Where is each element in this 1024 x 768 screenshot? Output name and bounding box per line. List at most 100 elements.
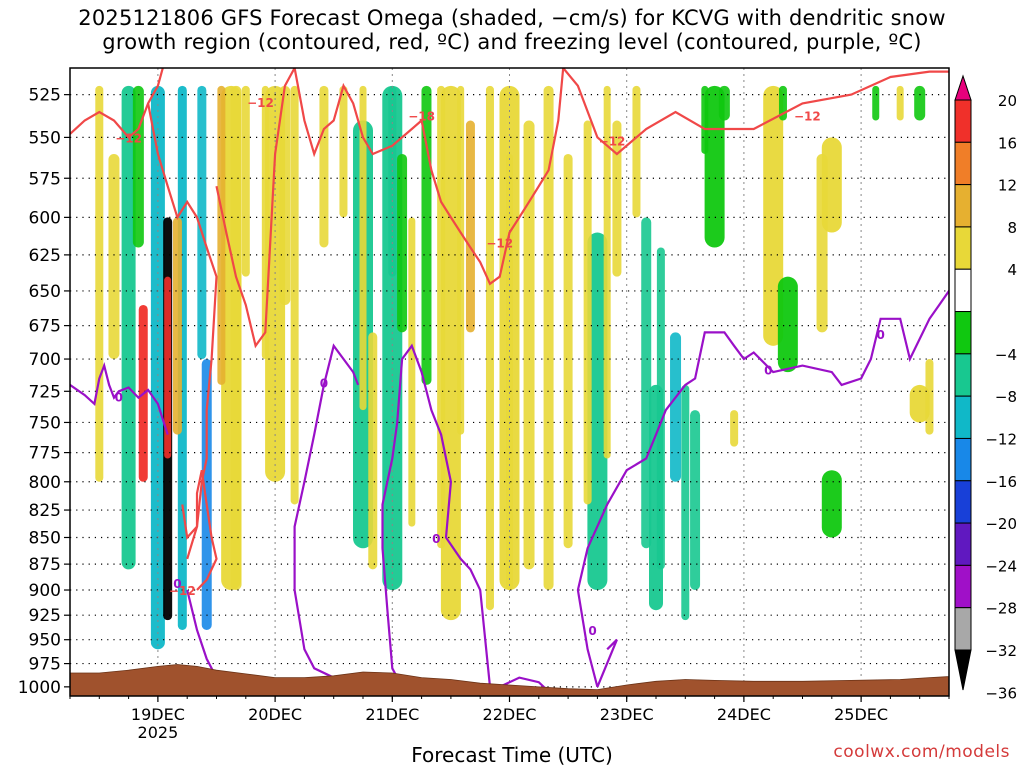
omega-streak xyxy=(201,359,212,630)
omega-streak xyxy=(339,85,348,218)
omega-streak xyxy=(632,85,641,218)
omega-streak xyxy=(197,85,207,360)
colorbar-label: −20 xyxy=(985,515,1017,533)
omega-cell xyxy=(440,85,461,621)
y-tick-label: 625 xyxy=(29,246,61,266)
omega-streak xyxy=(359,85,367,411)
omega-streak xyxy=(543,85,554,591)
colorbar-swatch xyxy=(954,99,972,143)
colorbar-swatch xyxy=(954,437,972,482)
y-tick-label: 700 xyxy=(29,350,61,370)
omega-streak xyxy=(279,85,291,305)
colorbar-swatch xyxy=(954,268,972,313)
x-tick-label: 25DEC xyxy=(834,705,888,724)
omega-streak xyxy=(641,217,652,549)
omega-streak xyxy=(656,247,665,570)
colorbar-label: −8 xyxy=(995,388,1017,406)
colorbar-label: −12 xyxy=(985,430,1017,448)
omega-streak xyxy=(397,153,408,333)
red-contour-label: −12 xyxy=(115,131,142,145)
colorbar-label: 4 xyxy=(1007,261,1017,279)
freezing-level-contour xyxy=(596,638,618,688)
x-tick-label: 20DEC xyxy=(248,705,302,724)
colorbar-swatch xyxy=(954,353,972,397)
freezing-level-contour xyxy=(499,676,550,693)
omega-streak xyxy=(485,85,494,611)
dendritic-contour xyxy=(562,68,949,156)
omega-streak xyxy=(896,85,904,121)
red-contour-label: −12 xyxy=(247,96,274,110)
y-tick-label: 650 xyxy=(29,282,61,302)
y-tick-label: 875 xyxy=(29,555,61,575)
omega-streak xyxy=(164,276,172,459)
purple-contour-label: 0 xyxy=(173,577,181,591)
purple-contour-label: 0 xyxy=(320,376,328,390)
red-contour-label: −12 xyxy=(599,135,626,149)
colorbar-label: −24 xyxy=(985,557,1017,575)
chart-title: 2025121806 GFS Forecast Omega (shaded, −… xyxy=(78,6,946,54)
dendritic-contour xyxy=(293,68,565,286)
colorbar-label: −4 xyxy=(995,346,1017,364)
omega-streak xyxy=(95,85,104,482)
omega-streak xyxy=(217,85,226,385)
omega-streak xyxy=(701,85,709,154)
dendritic-contour xyxy=(70,68,164,139)
omega-cell xyxy=(150,85,165,650)
omega-streak xyxy=(690,410,701,591)
x-axis-label: Forecast Time (UTC) xyxy=(411,743,613,767)
omega-cell xyxy=(704,85,725,248)
terrain-ground xyxy=(70,664,949,696)
colorbar-swatch xyxy=(954,522,972,566)
purple-contour-label: 0 xyxy=(876,328,884,342)
y-tick-label: 725 xyxy=(29,382,61,402)
omega-streak xyxy=(408,217,416,527)
omega-shading xyxy=(95,85,934,650)
colorbar-bottom-arrow xyxy=(954,649,972,691)
x-tick-label: 24DEC xyxy=(717,705,771,724)
omega-streak xyxy=(670,332,682,482)
colorbar-label: −28 xyxy=(985,600,1017,618)
omega-streak xyxy=(718,85,730,121)
x-tick-label: 23DEC xyxy=(600,705,654,724)
y-tick-label: 575 xyxy=(29,169,61,189)
omega-cell xyxy=(587,232,608,591)
x-year-label: 2025 xyxy=(138,723,179,742)
colorbar-swatch xyxy=(954,311,972,355)
y-tick-label: 825 xyxy=(29,501,61,521)
x-tick-label: 22DEC xyxy=(483,705,537,724)
red-contour-label: −12 xyxy=(486,237,513,251)
purple-contour-label: 0 xyxy=(432,532,440,546)
ground-fill xyxy=(70,664,949,696)
red-contour-label: −12 xyxy=(794,110,821,124)
omega-streak xyxy=(563,153,573,549)
colorbar-label: 12 xyxy=(998,177,1017,195)
omega-streak xyxy=(388,85,397,277)
dendritic-contour xyxy=(147,103,218,540)
omega-streak xyxy=(523,120,535,570)
y-tick-label: 600 xyxy=(29,208,61,228)
y-tick-label: 850 xyxy=(29,528,61,548)
omega-cell xyxy=(121,85,136,570)
colorbar-swatch xyxy=(954,395,972,439)
omega-streak xyxy=(368,332,378,570)
colorbar-swatch xyxy=(954,184,972,228)
freezing-level-contour xyxy=(381,343,492,688)
dendritic-contour xyxy=(186,469,218,591)
omega-streak xyxy=(583,120,592,505)
colorbar-label: 20 xyxy=(998,92,1017,110)
y-tick-label: 1000 xyxy=(18,678,61,698)
omega-streak xyxy=(132,85,144,248)
omega-streak xyxy=(914,85,926,121)
colorbar-swatch xyxy=(954,480,972,524)
omega-streak xyxy=(172,217,182,435)
omega-streak xyxy=(437,85,446,549)
colorbar-label: −36 xyxy=(985,684,1017,702)
omega-streak xyxy=(730,410,739,447)
y-tick-label: 775 xyxy=(29,444,61,464)
omega-cell xyxy=(821,470,842,538)
colorbar-swatch xyxy=(954,226,972,270)
colorbar-swatch xyxy=(954,141,972,186)
